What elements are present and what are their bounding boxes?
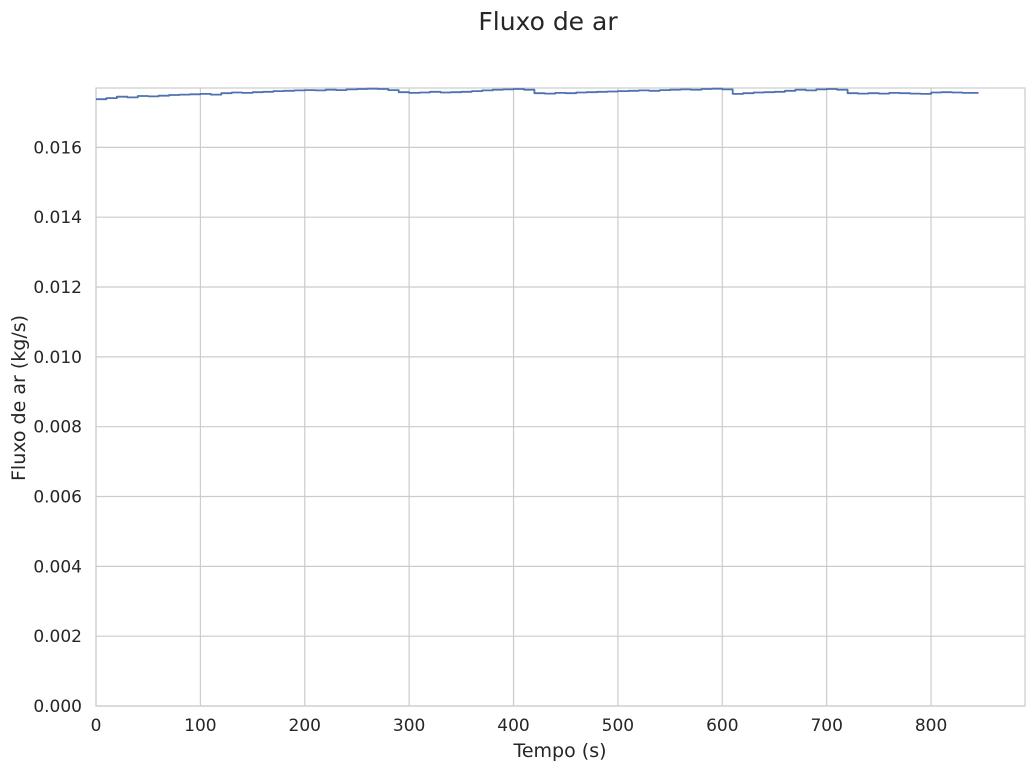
x-tick-label: 700 [810,716,842,736]
x-tick-label: 100 [184,716,216,736]
series-line [96,87,979,101]
plot-frame [95,87,1026,707]
x-tick-label: 800 [915,716,947,736]
x-tick-label: 600 [706,716,738,736]
y-tick-label: 0.000 [33,697,82,717]
series-layer [96,87,979,101]
y-tick-label: 0.008 [33,418,82,438]
y-axis-ticks: 0.000 0.002 0.004 0.006 0.008 0.010 0.012 0.014… [33,138,82,717]
x-tick-label: 400 [497,716,529,736]
chart-title: Fluxo de ar [478,7,618,36]
x-axis-ticks: 0 100 200 300 400 500 600 700 800 [91,716,948,736]
x-tick-label: 200 [289,716,321,736]
y-tick-label: 0.006 [33,488,82,508]
y-axis-label: Fluxo de ar (kg/s) [8,315,30,481]
x-tick-label: 500 [602,716,634,736]
x-tick-label: 300 [393,716,425,736]
x-axis-label: Tempo (s) [512,740,606,762]
x-tick-label: 0 [91,716,102,736]
y-tick-label: 0.016 [33,138,82,158]
y-tick-label: 0.004 [33,557,82,577]
grid [95,88,1025,707]
y-tick-label: 0.014 [33,208,82,228]
y-tick-label: 0.010 [33,348,82,368]
y-tick-label: 0.002 [33,627,82,647]
y-tick-label: 0.012 [33,278,82,298]
